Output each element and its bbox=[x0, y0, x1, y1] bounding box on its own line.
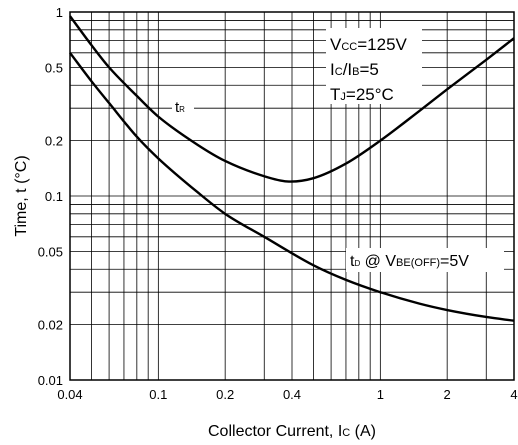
series-label-td-bg bbox=[346, 248, 504, 272]
tick-labels: 0.04 0.1 0.2 0.4 1 2 4 1 0.5 0.2 0.1 0.05 0.02 0.01 bbox=[38, 5, 518, 402]
condition-ic-main: I bbox=[330, 60, 335, 79]
condition-tj-sub: J bbox=[340, 91, 346, 103]
conditions-box bbox=[326, 28, 422, 104]
y-tick-label: 0.05 bbox=[38, 244, 63, 259]
series-label-td: tD @ VBE(OFF)=5V bbox=[350, 253, 469, 270]
condition-ic-sub: C bbox=[335, 66, 343, 78]
series-label-tr-sub: R bbox=[179, 105, 185, 114]
condition-ic-ib: IC/IB=5 bbox=[330, 60, 379, 79]
condition-tj: TJ=25°C bbox=[330, 85, 394, 104]
condition-tj-rest: =25°C bbox=[346, 85, 394, 104]
x-axis-title-sub: C bbox=[342, 427, 350, 439]
condition-vcc: VCC=125V bbox=[330, 35, 408, 54]
x-axis-title-suffix: (A) bbox=[350, 423, 376, 440]
condition-vcc-sub: CC bbox=[341, 41, 357, 53]
y-tick-label: 0.2 bbox=[45, 134, 63, 149]
condition-tj-main: T bbox=[330, 85, 340, 104]
y-axis-title: Time, t (°C) bbox=[13, 155, 30, 236]
x-tick-label: 0.4 bbox=[283, 387, 301, 402]
plot-frame bbox=[69, 11, 515, 381]
series-label-tr-main: t bbox=[175, 99, 180, 116]
series-label-td-rest: @ V bbox=[360, 253, 396, 270]
condition-vcc-rest: =125V bbox=[357, 35, 407, 54]
condition-ib-rest: /I bbox=[343, 60, 352, 79]
x-tick-label: 0.04 bbox=[57, 387, 82, 402]
x-axis-title-main: Collector Current, I bbox=[208, 423, 342, 440]
y-tick-label: 0.02 bbox=[38, 318, 63, 333]
condition-vcc-main: V bbox=[330, 35, 342, 54]
series-label-tr: tR bbox=[175, 99, 185, 116]
y-tick-label: 1 bbox=[56, 5, 63, 20]
grid bbox=[70, 12, 514, 380]
series-layer bbox=[69, 15, 515, 322]
series-label-td-main: t bbox=[350, 253, 355, 270]
series-label-tr-bg bbox=[172, 96, 194, 118]
x-tick-label: 4 bbox=[510, 387, 517, 402]
series-line-tr bbox=[69, 15, 515, 183]
series-label-td-rest-sub: BE(OFF) bbox=[396, 257, 440, 269]
series-label-td-sub: D bbox=[354, 259, 360, 268]
y-tick-label: 0.1 bbox=[45, 189, 63, 204]
y-tick-label: 0.5 bbox=[45, 60, 63, 75]
x-tick-label: 2 bbox=[444, 387, 451, 402]
y-tick-label: 0.01 bbox=[38, 373, 63, 388]
x-tick-label: 1 bbox=[377, 387, 384, 402]
x-tick-label: 0.1 bbox=[149, 387, 167, 402]
condition-ib-tail: =5 bbox=[359, 60, 378, 79]
series-label-td-tail: =5V bbox=[440, 253, 469, 270]
series-line-td bbox=[69, 52, 515, 322]
condition-ib-sub: B bbox=[352, 66, 359, 78]
x-axis-title: Collector Current, IC (A) bbox=[208, 423, 376, 440]
x-tick-label: 0.2 bbox=[216, 387, 234, 402]
